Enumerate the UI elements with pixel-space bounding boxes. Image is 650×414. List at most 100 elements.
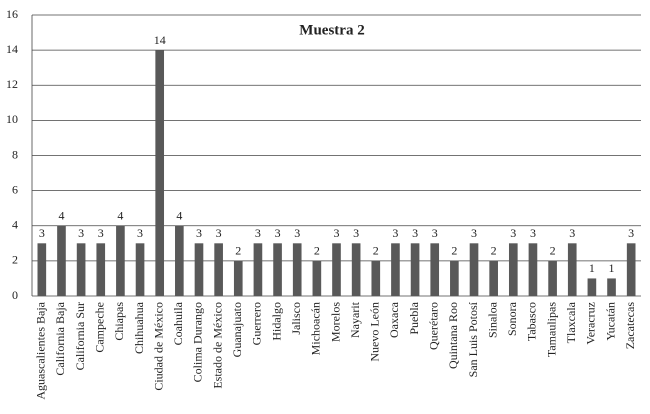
x-tick-label: Michoacán [309, 302, 323, 355]
data-label: 3 [412, 226, 418, 240]
data-label: 1 [589, 261, 595, 275]
x-tick-label: California Baja [53, 301, 67, 375]
bar [253, 243, 263, 296]
bar [292, 243, 302, 296]
bar [96, 243, 106, 296]
y-tick-label: 8 [12, 147, 18, 161]
bar [508, 243, 518, 296]
y-tick-label: 6 [12, 182, 18, 196]
data-label: 3 [392, 226, 398, 240]
bar [214, 243, 223, 296]
x-tick-label: Sinaloa [485, 301, 499, 338]
data-label: 3 [196, 226, 202, 240]
chart-title: Muestra 2 [299, 22, 364, 38]
bar [567, 243, 577, 296]
data-label: 3 [628, 226, 634, 240]
bar [332, 243, 341, 296]
data-label: 2 [550, 244, 556, 258]
x-tick-label: California Sur [73, 302, 87, 370]
bar [391, 243, 400, 296]
data-label: 14 [154, 33, 166, 47]
data-label: 3 [216, 226, 222, 240]
bar [116, 225, 125, 296]
x-tick-label: Tlaxcala [564, 301, 578, 343]
data-label: 1 [609, 261, 615, 275]
x-tick-label: Sonora [505, 301, 519, 336]
x-tick-label: Nayarit [348, 301, 362, 338]
bar [607, 278, 616, 296]
data-label: 3 [471, 226, 477, 240]
bar [410, 243, 420, 296]
bar [371, 260, 381, 296]
y-tick-label: 2 [12, 253, 18, 267]
x-tick-label: Morelos [328, 302, 342, 342]
data-label: 3 [353, 226, 359, 240]
data-label: 3 [510, 226, 516, 240]
bar [76, 243, 86, 296]
data-label: 2 [373, 244, 379, 258]
data-label: 2 [314, 244, 320, 258]
data-label: 3 [98, 226, 104, 240]
y-tick-label: 12 [6, 77, 18, 91]
y-tick-label: 10 [6, 112, 18, 126]
y-tick-label: 4 [12, 218, 18, 232]
bar [489, 260, 498, 296]
x-tick-label: Estado de México [210, 302, 224, 389]
y-tick-label: 0 [12, 288, 18, 302]
data-label: 3 [275, 226, 281, 240]
x-tick-label: Chiapas [112, 302, 126, 341]
bar [194, 243, 204, 296]
bar [155, 50, 165, 296]
bar [175, 225, 184, 296]
x-tick-label: Quintana Roo [446, 302, 460, 369]
data-label: 3 [569, 226, 575, 240]
bar [37, 243, 47, 296]
bar [450, 260, 459, 296]
data-label: 4 [176, 209, 182, 223]
x-tick-label: Veracruz [584, 302, 598, 345]
x-tick-label: Hidalgo [269, 302, 283, 341]
y-tick-label: 16 [6, 7, 18, 21]
x-tick-label: Chihuahua [132, 301, 146, 354]
x-tick-label: Oaxaca [387, 301, 401, 338]
data-label: 3 [334, 226, 340, 240]
bar [233, 260, 243, 296]
data-label: 2 [451, 244, 457, 258]
bar [587, 278, 597, 296]
x-tick-label: Campeche [93, 302, 107, 353]
x-tick-label: Zacatecas [623, 302, 637, 350]
data-label: 4 [58, 209, 64, 223]
data-label: 3 [39, 226, 45, 240]
x-tick-label: Nuevo León [368, 302, 382, 362]
bar [430, 243, 440, 296]
bar [273, 243, 282, 296]
x-tick-label: Yucatán [603, 302, 617, 341]
data-label: 4 [117, 209, 123, 223]
x-tick-label: San Luis Potosí [466, 301, 480, 377]
bar [548, 260, 557, 296]
x-tick-label: Guanajuato [230, 302, 244, 357]
data-label: 3 [294, 226, 300, 240]
bar [312, 260, 322, 296]
data-label: 3 [78, 226, 84, 240]
x-tick-label: Guerrero [250, 302, 264, 345]
data-label: 3 [137, 226, 143, 240]
x-tick-label: Colima Durango [191, 302, 205, 382]
bar [626, 243, 636, 296]
data-label: 3 [530, 226, 536, 240]
x-tick-label: Querétaro [426, 302, 440, 350]
bar [135, 243, 145, 296]
bar [469, 243, 479, 296]
bar [351, 243, 361, 296]
x-tick-label: Aguascalientes Baja [34, 301, 48, 399]
data-label: 3 [255, 226, 261, 240]
bar [528, 243, 538, 296]
x-tick-label: Coahuila [171, 301, 185, 345]
bar [57, 225, 66, 296]
y-tick-label: 14 [6, 42, 18, 56]
x-tick-label: Tabasco [525, 302, 539, 341]
x-tick-label: Ciudad de México [151, 302, 165, 391]
data-label: 2 [235, 244, 241, 258]
data-label: 2 [491, 244, 497, 258]
